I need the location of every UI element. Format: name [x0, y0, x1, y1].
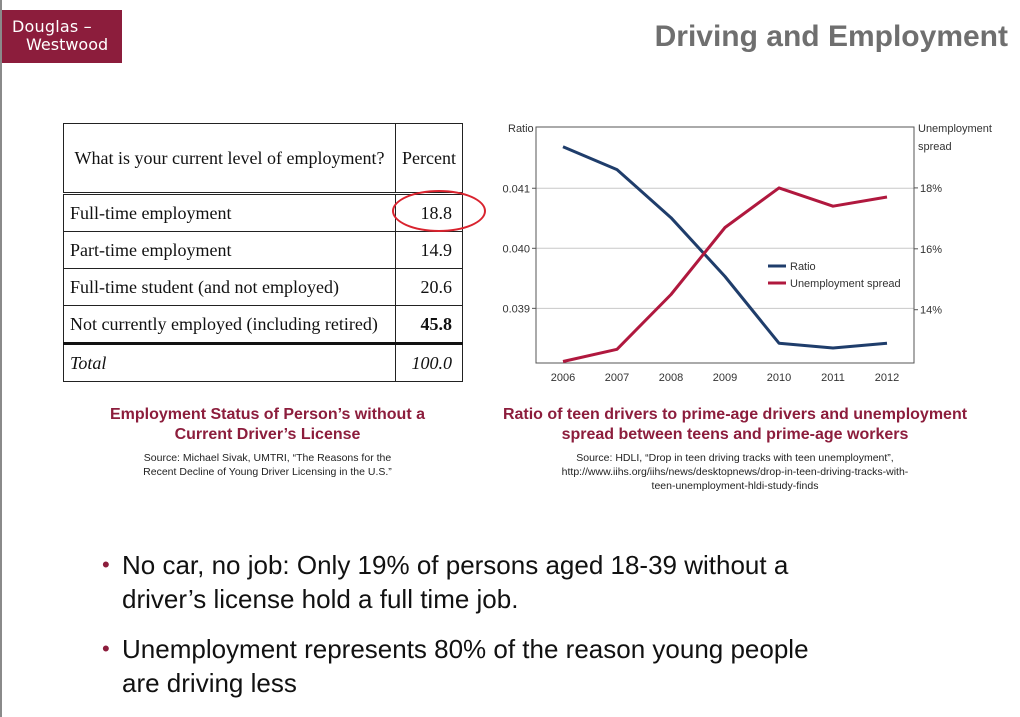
left-caption-source-line: Source: Michael Sivak, UMTRI, “The Reaso…	[143, 452, 392, 464]
bullet-line: Unemployment represents 80% of the reaso…	[122, 634, 809, 664]
right-caption-source-line: http://www.iihs.org/iihs/news/desktopnew…	[561, 466, 909, 478]
row-value: 20.6	[395, 268, 463, 306]
x-tick-label: 2008	[659, 372, 683, 384]
left-caption-title-line: Employment Status of Person’s without a	[110, 406, 425, 423]
left-axis-label: Ratio	[508, 123, 534, 135]
row-label: Full-time employment	[62, 192, 397, 232]
highlight-circle	[392, 190, 486, 232]
total-label: Total	[62, 342, 397, 382]
total-value: 100.0	[395, 342, 463, 382]
company-logo: Douglas – Westwood	[2, 10, 122, 63]
right-axis-label-line2: spread	[918, 141, 952, 153]
header-question: What is your current level of employment…	[62, 123, 397, 194]
x-tick-label: 2006	[551, 372, 575, 384]
left-tick-label: 0.040	[502, 243, 530, 255]
x-tick-label: 2010	[767, 372, 791, 384]
ratio-line	[562, 145, 888, 350]
left-axis-ticks: 0.041 0.040 0.039	[502, 183, 536, 315]
legend-label-ratio: Ratio	[790, 261, 816, 273]
row-label: Full-time student (and not employed)	[62, 268, 397, 306]
chart-series	[562, 145, 888, 363]
right-caption-title-line: spread between teens and prime-age worke…	[561, 426, 909, 443]
right-caption-title-line: Ratio of teen drivers to prime-age drive…	[502, 406, 968, 423]
left-tick-label: 0.041	[502, 183, 530, 195]
chart-legend: Ratio Unemployment spread	[768, 261, 901, 290]
right-caption-source-line: Source: HDLI, “Drop in teen driving trac…	[576, 452, 894, 464]
bullet-dot-icon: •	[102, 552, 110, 577]
x-tick-label: 2012	[875, 372, 899, 384]
slide-title: Driving and Employment	[654, 20, 1008, 53]
row-label: Part-time employment	[62, 231, 397, 269]
right-caption-title: Ratio of teen drivers to prime-age drive…	[470, 405, 1000, 445]
x-tick-label: 2009	[713, 372, 737, 384]
table-row: Full-time student (and not employed) 20.…	[62, 268, 463, 306]
left-caption-title: Employment Status of Person’s without a …	[70, 405, 465, 445]
left-caption-source-line: Recent Decline of Young Driver Licensing…	[143, 466, 392, 478]
right-tick-label: 14%	[920, 305, 942, 317]
logo-line-2: Westwood	[26, 35, 109, 54]
table-header-row: What is your current level of employment…	[62, 123, 463, 194]
bullet-item: • No car, no job: Only 19% of persons ag…	[100, 548, 1000, 616]
bullet-line: No car, no job: Only 19% of persons aged…	[122, 550, 789, 580]
right-tick-label: 16%	[920, 244, 942, 256]
table-row: Not currently employed (including retire…	[62, 305, 463, 344]
left-caption-source: Source: Michael Sivak, UMTRI, “The Reaso…	[70, 451, 465, 479]
chart-gridlines	[536, 187, 914, 309]
right-caption-source: Source: HDLI, “Drop in teen driving trac…	[470, 451, 1000, 493]
x-axis-ticks: 2006 2007 2008 2009 2010 2011 2012	[551, 372, 899, 384]
logo-line-1: Douglas –	[12, 17, 92, 36]
plot-frame	[535, 126, 915, 364]
table-row: Part-time employment 14.9	[62, 231, 463, 269]
left-tick-label: 0.039	[502, 303, 530, 315]
employment-table: What is your current level of employment…	[62, 123, 463, 382]
right-axis-label-line1: Unemployment	[918, 123, 992, 135]
left-caption-title-line: Current Driver’s License	[174, 426, 361, 443]
bullet-item: • Unemployment represents 80% of the rea…	[100, 632, 1000, 700]
teen-driving-chart: Ratio Unemployment spread 0.041 0.040 0.03…	[502, 123, 992, 384]
row-value: 14.9	[395, 231, 463, 269]
legend-label-unemployment: Unemployment spread	[790, 278, 901, 290]
bullet-line: driver’s license hold a full time job.	[122, 584, 519, 614]
x-tick-label: 2007	[605, 372, 629, 384]
left-edge-rule	[0, 0, 2, 717]
row-value: 45.8	[395, 305, 463, 344]
x-tick-label: 2011	[821, 372, 845, 384]
bullet-line: are driving less	[122, 668, 297, 698]
bullet-dot-icon: •	[102, 636, 110, 661]
row-label: Not currently employed (including retire…	[62, 305, 397, 344]
table-total-row: Total 100.0	[62, 342, 463, 382]
right-caption-source-line: teen-unemployment-hldi-study-finds	[651, 480, 819, 492]
unemployment-spread-line	[562, 186, 888, 363]
header-percent: Percent	[395, 123, 463, 194]
right-tick-label: 18%	[920, 183, 942, 195]
bullet-list: • No car, no job: Only 19% of persons ag…	[100, 548, 1000, 716]
right-axis-ticks: 18% 16% 14%	[914, 183, 942, 317]
